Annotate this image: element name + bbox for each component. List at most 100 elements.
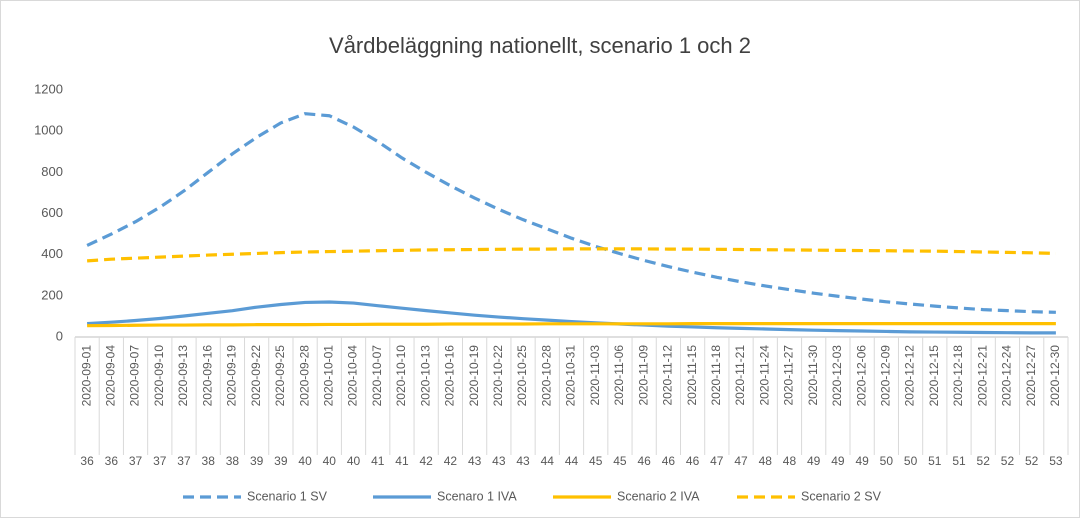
y-tick-label: 1000 [34,123,63,138]
week-label: 37 [129,454,143,468]
x-tick-label: 2020-12-06 [854,345,868,407]
x-tick-label: 2020-10-04 [346,345,360,407]
week-label: 45 [589,454,603,468]
week-label: 48 [783,454,797,468]
week-label: 43 [468,454,482,468]
x-tick-label: 2020-09-25 [273,345,287,407]
y-tick-label: 800 [41,164,63,179]
x-tick-label: 2020-09-28 [297,345,311,407]
x-tick-label: 2020-11-27 [782,345,796,406]
week-label: 49 [831,454,845,468]
week-label: 48 [759,454,773,468]
week-label: 50 [904,454,918,468]
x-tick-label: 2020-10-13 [418,345,432,407]
x-tick-label: 2020-11-21 [733,345,747,406]
week-label: 36 [80,454,94,468]
week-label: 52 [977,454,991,468]
x-tick-label: 2020-12-09 [879,345,893,407]
week-label: 52 [1025,454,1039,468]
week-label: 46 [637,454,651,468]
x-tick-label: 2020-10-19 [467,345,481,407]
x-tick-label: 2020-12-03 [830,345,844,407]
x-tick-label: 2020-10-28 [539,345,553,407]
week-label: 47 [710,454,724,468]
x-tick-label: 2020-09-01 [79,345,93,407]
y-tick-label: 600 [41,205,63,220]
x-tick-label: 2020-12-27 [1024,345,1038,407]
week-label: 49 [855,454,869,468]
week-label: 38 [202,454,216,468]
x-tick-label: 2020-11-30 [806,345,820,406]
x-tick-label: 2020-09-13 [176,345,190,407]
week-label: 53 [1049,454,1063,468]
week-label: 40 [323,454,337,468]
week-label: 43 [492,454,506,468]
week-label: 46 [662,454,676,468]
week-label: 47 [734,454,748,468]
legend-label: Scenario 2 IVA [617,489,700,503]
week-label: 52 [1001,454,1015,468]
week-label: 51 [952,454,966,468]
week-label: 43 [516,454,530,468]
x-tick-label: 2020-10-16 [443,345,457,407]
week-label: 38 [226,454,240,468]
week-label: 41 [395,454,409,468]
week-label: 39 [250,454,264,468]
week-label: 39 [274,454,288,468]
x-tick-label: 2020-10-07 [370,345,384,407]
x-tick-label: 2020-10-10 [394,345,408,407]
x-tick-label: 2020-12-15 [927,345,941,407]
x-tick-label: 2020-11-12 [661,345,675,406]
legend-label: Scenario 2 SV [801,489,882,503]
y-tick-label: 1200 [34,81,63,96]
x-tick-label: 2020-11-03 [588,345,602,406]
line-series [87,322,1056,328]
line-series [86,112,1056,314]
legend-label: Scenaro 1 IVA [437,489,517,503]
x-tick-label: 2020-09-10 [152,345,166,407]
y-tick-label: 200 [41,287,63,302]
x-tick-label: 2020-10-22 [491,345,505,407]
x-tick-label: 2020-11-06 [612,345,626,406]
y-tick-label: 0 [56,328,63,343]
week-label: 44 [565,454,579,468]
week-label: 42 [444,454,458,468]
week-label: 36 [105,454,119,468]
x-tick-label: 2020-09-16 [200,345,214,407]
week-label: 50 [880,454,894,468]
week-label: 45 [613,454,627,468]
x-tick-label: 2020-10-31 [564,345,578,407]
week-label: 49 [807,454,821,468]
week-label: 37 [153,454,167,468]
x-tick-label: 2020-12-24 [1000,345,1014,407]
x-tick-label: 2020-10-01 [321,345,335,407]
week-label: 51 [928,454,942,468]
chart-title: Vårdbeläggning nationellt, scenario 1 oc… [329,33,751,58]
legend-label: Scenario 1 SV [247,489,328,503]
x-tick-label: 2020-11-18 [709,345,723,406]
x-tick-label: 2020-12-12 [903,345,917,407]
x-tick-label: 2020-11-15 [685,345,699,406]
x-tick-label: 2020-10-25 [515,345,529,407]
line-series [87,300,1056,335]
week-label: 42 [420,454,434,468]
x-tick-label: 2020-11-09 [636,345,650,406]
week-label: 37 [177,454,191,468]
week-label: 41 [371,454,385,468]
x-tick-label: 2020-12-21 [975,345,989,407]
x-tick-label: 2020-09-22 [249,345,263,407]
x-tick-label: 2020-12-30 [1048,345,1062,407]
line-series [87,247,1056,263]
week-label: 40 [298,454,312,468]
x-tick-label: 2020-09-04 [104,345,118,407]
week-label: 44 [541,454,555,468]
y-tick-label: 400 [41,246,63,261]
x-tick-label: 2020-09-07 [128,345,142,407]
week-label: 46 [686,454,700,468]
x-tick-label: 2020-12-18 [951,345,965,407]
x-tick-label: 2020-09-19 [225,345,239,407]
week-label: 40 [347,454,361,468]
x-tick-label: 2020-11-24 [757,345,771,406]
